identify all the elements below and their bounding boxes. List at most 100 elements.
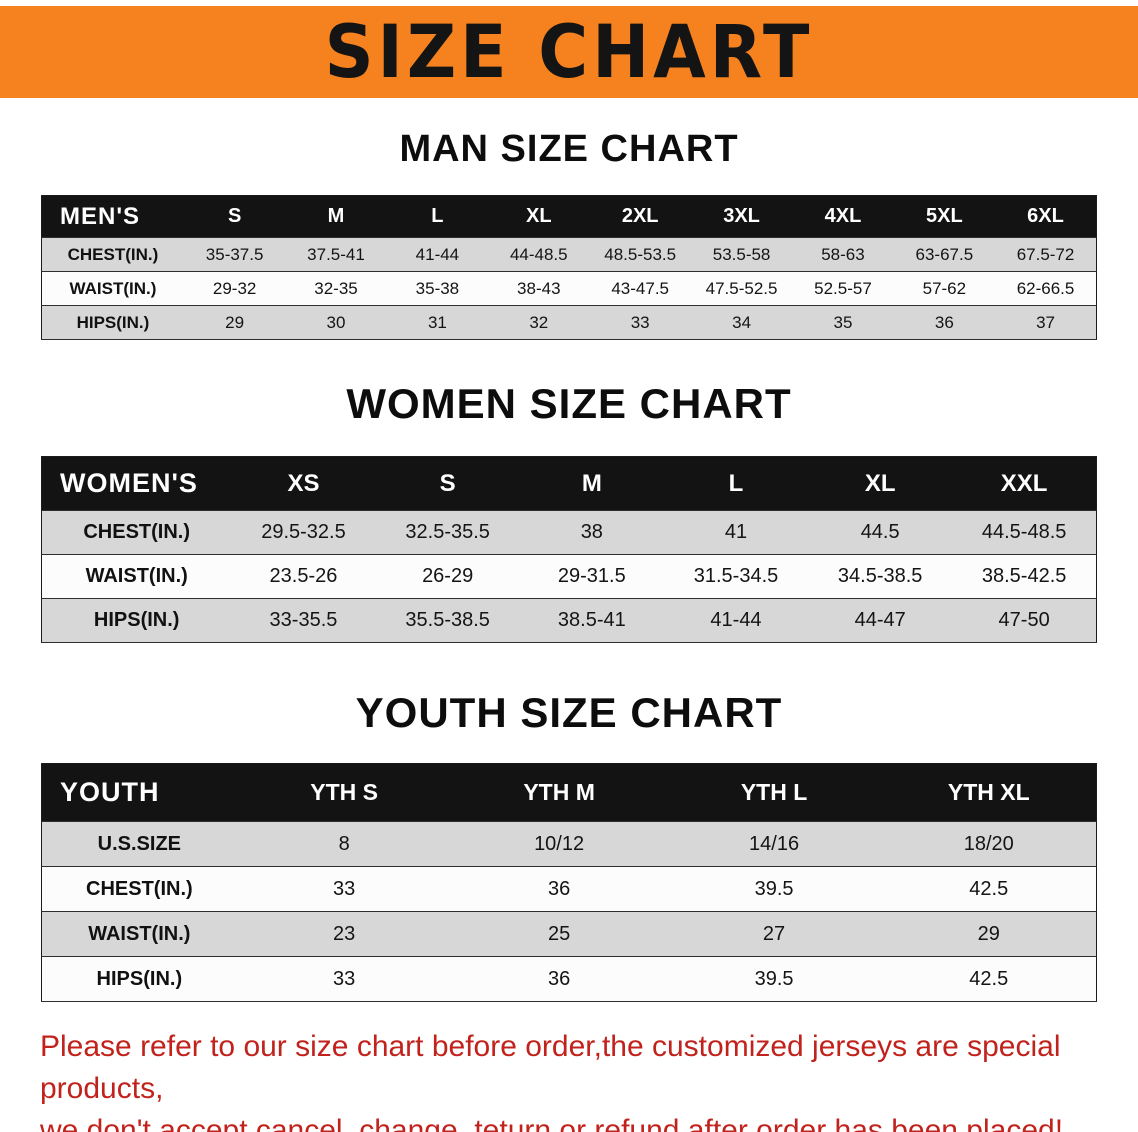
footer-line-1: Please refer to our size chart before or… xyxy=(40,1030,1061,1105)
cell-youth-2-3: 29 xyxy=(977,922,1000,945)
table-row-women-0: CHEST(IN.) 29.5-32.5 32.5-35.5 38 41 44.5 44.5… xyxy=(41,510,1097,555)
row-label-men-0: CHEST(IN.) xyxy=(67,244,159,264)
cell-women-1-2: 29-31.5 xyxy=(557,565,626,587)
cell-men-1-8: 62-66.5 xyxy=(1016,278,1075,298)
section-men: MAN SIZE CHART MEN'S S M L XL 2XL 3XL 4XL 5XL 6XL C… xyxy=(0,128,1138,340)
cell-men-2-5: 34 xyxy=(732,312,752,332)
column-header-men-8: 6XL xyxy=(995,195,1097,238)
row-label-youth-0: U.S.SIZE xyxy=(97,832,182,855)
row-label-youth-1: CHEST(IN.) xyxy=(86,877,193,900)
banner: SIZE CHART xyxy=(0,6,1138,98)
column-header-men-2: L xyxy=(386,195,489,238)
cell-men-0-5: 53.5-58 xyxy=(712,244,771,264)
cell-youth-0-1: 10/12 xyxy=(534,832,585,855)
footer-note: Please refer to our size chart before or… xyxy=(40,1026,1098,1132)
cell-youth-3-0: 33 xyxy=(333,967,356,990)
column-header-women-2: M xyxy=(519,456,664,511)
cell-women-0-2: 38 xyxy=(580,521,603,543)
cell-men-0-0: 35-37.5 xyxy=(205,244,264,264)
table-row-men-2: HIPS(IN.) 29 30 31 32 33 34 35 36 37 xyxy=(41,305,1097,340)
column-header-men-3: XL xyxy=(488,195,590,238)
size-table-youth: YOUTH YTH S YTH M YTH L YTH XL U.S.SIZE 8 10/12… xyxy=(41,763,1097,1002)
table-row-men-0: CHEST(IN.) 35-37.5 37.5-41 41-44 44-48.5 48.5… xyxy=(41,237,1097,272)
table-row-youth-3: HIPS(IN.) 33 36 39.5 42.5 xyxy=(41,956,1097,1002)
cell-men-2-3: 32 xyxy=(529,312,549,332)
cell-men-1-4: 43-47.5 xyxy=(611,278,670,298)
cell-youth-1-1: 36 xyxy=(547,877,571,900)
column-header-women-3: L xyxy=(663,456,809,511)
column-header-men-7: 5XL xyxy=(893,195,996,238)
cell-youth-2-1: 25 xyxy=(547,922,571,945)
row-label-men-2: HIPS(IN.) xyxy=(76,312,150,332)
cell-youth-3-3: 42.5 xyxy=(969,967,1009,990)
cell-women-1-1: 26-29 xyxy=(422,565,474,587)
footer-line-2: we don't accept cancel, change, teturn o… xyxy=(40,1114,1064,1132)
cell-men-1-6: 52.5-57 xyxy=(814,278,872,298)
header-row-men: MEN'S S M L XL 2XL 3XL 4XL 5XL 6XL xyxy=(41,195,1097,238)
cell-women-1-0: 23.5-26 xyxy=(269,565,338,587)
cell-men-1-2: 35-38 xyxy=(415,278,460,298)
column-header-men-5: 3XL xyxy=(690,195,793,238)
table-row-youth-0: U.S.SIZE 8 10/12 14/16 18/20 xyxy=(41,821,1097,867)
cell-women-0-1: 32.5-35.5 xyxy=(405,521,490,543)
cell-youth-1-0: 33 xyxy=(333,877,356,900)
cell-women-2-5: 47-50 xyxy=(998,609,1050,631)
section-youth: YOUTH SIZE CHART YOUTH YTH S YTH M YTH L YTH … xyxy=(0,689,1138,1002)
cell-youth-2-0: 23 xyxy=(333,922,356,945)
size-table-women: WOMEN'S XS S M L XL XXL CHEST(IN.) 29.5-32.5 32.5… xyxy=(41,456,1097,643)
column-header-youth-2: YTH L xyxy=(666,763,882,822)
cell-women-2-4: 44-47 xyxy=(854,609,906,631)
column-header-youth-0: YTH S xyxy=(236,763,452,822)
table-row-women-1: WAIST(IN.) 23.5-26 26-29 29-31.5 31.5-34.5 34… xyxy=(41,554,1097,599)
table-row-women-2: HIPS(IN.) 33-35.5 35.5-38.5 38.5-41 41-44 44-… xyxy=(41,598,1097,643)
row-label-women-1: WAIST(IN.) xyxy=(85,565,188,587)
table-row-youth-1: CHEST(IN.) 33 36 39.5 42.5 xyxy=(41,866,1097,912)
cell-men-2-6: 35 xyxy=(833,312,853,332)
cell-youth-3-1: 36 xyxy=(547,967,571,990)
cell-men-1-7: 57-62 xyxy=(922,278,967,298)
corner-label-men: MEN'S xyxy=(41,195,184,238)
section-title-women: WOMEN SIZE CHART xyxy=(346,380,792,427)
section-title-men: MAN SIZE CHART xyxy=(399,128,739,170)
cell-men-2-1: 30 xyxy=(326,312,346,332)
cell-women-2-3: 41-44 xyxy=(710,609,762,631)
cell-men-0-3: 44-48.5 xyxy=(509,244,568,264)
column-header-women-0: XS xyxy=(231,456,376,511)
cell-women-2-1: 35.5-38.5 xyxy=(405,609,490,631)
column-header-women-5: XXL xyxy=(952,456,1097,511)
header-row-youth: YOUTH YTH S YTH M YTH L YTH XL xyxy=(41,763,1097,822)
column-header-men-0: S xyxy=(183,195,286,238)
banner-title: SIZE CHART xyxy=(324,9,814,95)
cell-women-0-0: 29.5-32.5 xyxy=(261,521,346,543)
cell-men-2-8: 37 xyxy=(1036,312,1055,332)
cell-youth-0-2: 14/16 xyxy=(749,832,800,855)
section-women: WOMEN SIZE CHART WOMEN'S XS S M L XL XXL CHEST(I… xyxy=(0,380,1138,643)
cell-women-2-2: 38.5-41 xyxy=(557,609,626,631)
cell-men-0-1: 37.5-41 xyxy=(307,244,365,264)
cell-men-2-4: 33 xyxy=(630,312,650,332)
cell-men-2-7: 36 xyxy=(934,312,954,332)
cell-men-0-7: 63-67.5 xyxy=(915,244,974,264)
column-header-men-4: 2XL xyxy=(589,195,691,238)
cell-men-1-5: 47.5-52.5 xyxy=(705,278,778,298)
cell-men-1-1: 32-35 xyxy=(314,278,358,298)
column-header-youth-1: YTH M xyxy=(451,763,667,822)
corner-label-youth: YOUTH xyxy=(41,763,237,822)
cell-men-2-2: 31 xyxy=(427,312,447,332)
cell-men-0-2: 41-44 xyxy=(415,244,460,264)
column-header-men-1: M xyxy=(285,195,387,238)
size-table-men: MEN'S S M L XL 2XL 3XL 4XL 5XL 6XL CHEST(IN.) 35-37… xyxy=(41,195,1097,340)
table-row-youth-2: WAIST(IN.) 23 25 27 29 xyxy=(41,911,1097,957)
section-title-youth: YOUTH SIZE CHART xyxy=(355,689,783,736)
size-chart-page: SIZE CHART MAN SIZE CHART MEN'S S M L XL 2XL 3X… xyxy=(0,6,1138,1132)
cell-men-1-0: 29-32 xyxy=(212,278,257,298)
cell-women-1-4: 34.5-38.5 xyxy=(837,565,923,587)
cell-men-2-0: 29 xyxy=(225,312,245,332)
cell-men-0-4: 48.5-53.5 xyxy=(604,244,677,264)
cell-men-0-6: 58-63 xyxy=(821,244,865,264)
cell-women-1-5: 38.5-42.5 xyxy=(981,565,1067,587)
cell-women-1-3: 31.5-34.5 xyxy=(693,565,779,587)
cell-youth-3-2: 39.5 xyxy=(754,967,794,990)
cell-women-0-3: 41 xyxy=(724,521,748,543)
row-label-men-1: WAIST(IN.) xyxy=(69,278,157,298)
